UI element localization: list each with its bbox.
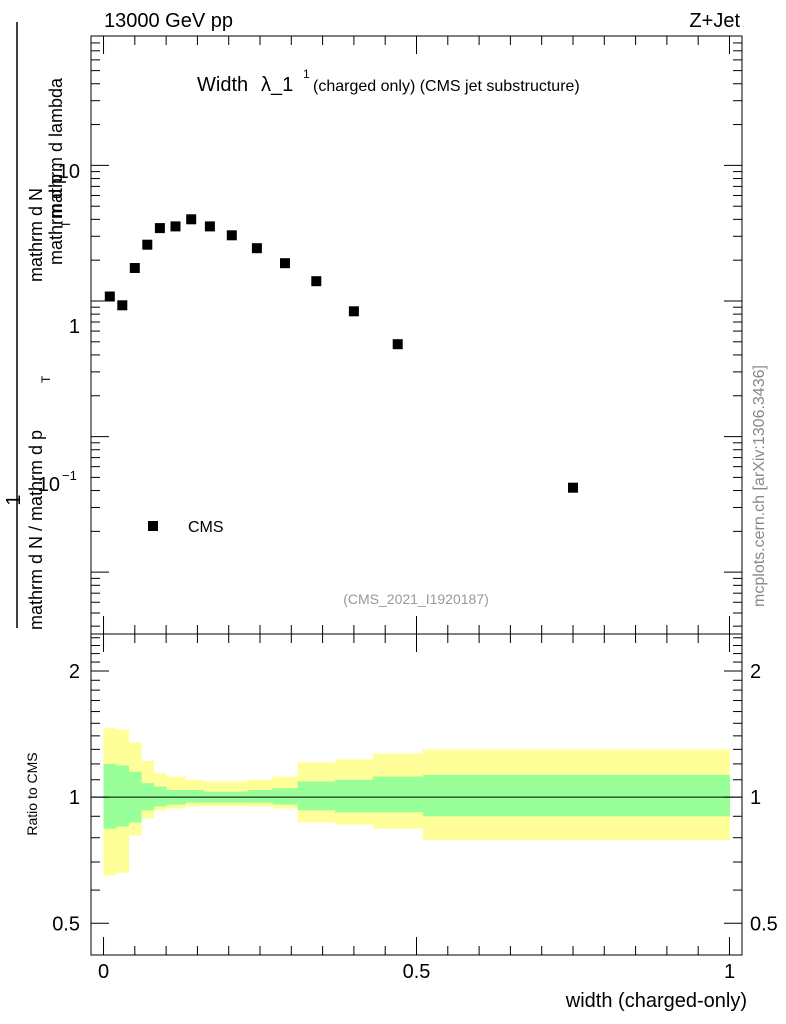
ratio-band-bin bbox=[372, 776, 424, 813]
main-y-axis-label: 1 mathrm d N / mathrm d p T mathrm d N m… bbox=[3, 22, 73, 630]
ratio-band-bin bbox=[247, 790, 273, 803]
process-label: Z+Jet bbox=[689, 10, 740, 32]
analysis-label: (CMS_2021_I1920187) bbox=[343, 591, 489, 607]
data-point bbox=[226, 230, 237, 241]
data-point bbox=[348, 306, 359, 317]
ytick-label-1: 1 bbox=[69, 316, 80, 338]
data-point bbox=[311, 276, 322, 287]
xtick-label: 1 bbox=[724, 961, 735, 983]
main-plot-panel: Width λ_1 1 (charged only) (CMS jet subs… bbox=[3, 22, 743, 635]
ratio-ytick-label-right: 0.5 bbox=[750, 913, 778, 935]
data-point bbox=[204, 221, 215, 232]
ytick-label-0.1-exp: −1 bbox=[62, 468, 77, 483]
plot-title-width: Width bbox=[197, 74, 248, 96]
ylabel-denominator-sub: T bbox=[39, 375, 53, 383]
energy-label: 13000 GeV pp bbox=[104, 10, 233, 32]
ytick-label-0.1-base: 10 bbox=[38, 474, 60, 496]
ylabel-numerator: mathrm d N bbox=[26, 188, 46, 282]
plot-title-superscript: 1 bbox=[303, 67, 310, 81]
data-point bbox=[117, 300, 128, 311]
legend-marker bbox=[148, 521, 158, 531]
data-point bbox=[186, 214, 197, 225]
ratio-plot-panel: 0.5 0.51 12 2 0 0.5 1 Ratio to CMS width (cha… bbox=[24, 633, 778, 1012]
ylabel-numerator-c: mathrm d lambda bbox=[46, 77, 66, 218]
ratio-band-bin bbox=[422, 774, 730, 817]
ylabel-one: 1 bbox=[3, 494, 25, 505]
ratio-y-axis-label: Ratio to CMS bbox=[24, 752, 40, 835]
ratio-band-bin bbox=[153, 786, 167, 807]
ratio-ytick-label-left: 1 bbox=[69, 787, 80, 809]
data-point bbox=[129, 263, 140, 273]
ratio-band-bin bbox=[184, 790, 205, 803]
data-point bbox=[280, 258, 290, 269]
ratio-ytick-label-left: 2 bbox=[69, 661, 80, 683]
ratio-bands bbox=[103, 728, 730, 876]
data-point bbox=[154, 223, 165, 234]
ytick-label-10: 10 bbox=[58, 161, 80, 183]
legend-label: CMS bbox=[188, 519, 224, 536]
plot-title-rest: (charged only) (CMS jet substructure) bbox=[313, 78, 580, 95]
ratio-ytick-label-right: 2 bbox=[750, 661, 761, 683]
ratio-band-bin bbox=[272, 788, 298, 805]
data-point bbox=[170, 221, 181, 232]
xtick-label: 0 bbox=[98, 961, 109, 983]
data-point bbox=[142, 239, 153, 250]
ratio-xtick-labels: 0 0.5 1 bbox=[98, 961, 735, 983]
ratio-ytick-label-left: 0.5 bbox=[52, 913, 80, 935]
ratio-band-bin bbox=[335, 779, 374, 813]
ratio-axis-ticks bbox=[91, 634, 742, 955]
watermark: mcplots.cern.ch [arXiv:1306.3436] bbox=[751, 365, 768, 607]
ratio-band-bin bbox=[297, 781, 336, 811]
ylabel-numerator-sub: T bbox=[59, 220, 73, 228]
ratio-band-bin bbox=[116, 765, 129, 827]
data-point bbox=[251, 243, 262, 254]
plot-title: Width λ_1 1 (charged only) (CMS jet subs… bbox=[197, 67, 580, 96]
data-points bbox=[104, 214, 578, 493]
ylabel-denominator-a: mathrm d N / mathrm d p bbox=[26, 430, 46, 630]
data-point bbox=[568, 482, 578, 493]
ratio-ytick-labels: 0.5 0.5 1 1 2 2 bbox=[52, 661, 778, 935]
xtick-label: 0.5 bbox=[403, 961, 431, 983]
ylabel-numerator-b: mathrm d p bbox=[46, 174, 66, 265]
x-axis-label: width (charged-only) bbox=[565, 990, 747, 1012]
main-plot-frame bbox=[90, 35, 743, 635]
data-point bbox=[104, 291, 115, 302]
data-point bbox=[392, 339, 403, 350]
main-axis-ticks bbox=[91, 35, 742, 634]
ratio-ytick-label-right: 1 bbox=[750, 787, 761, 809]
plot-title-lambda: λ_1 bbox=[261, 74, 293, 96]
ratio-band-bin bbox=[103, 763, 117, 829]
